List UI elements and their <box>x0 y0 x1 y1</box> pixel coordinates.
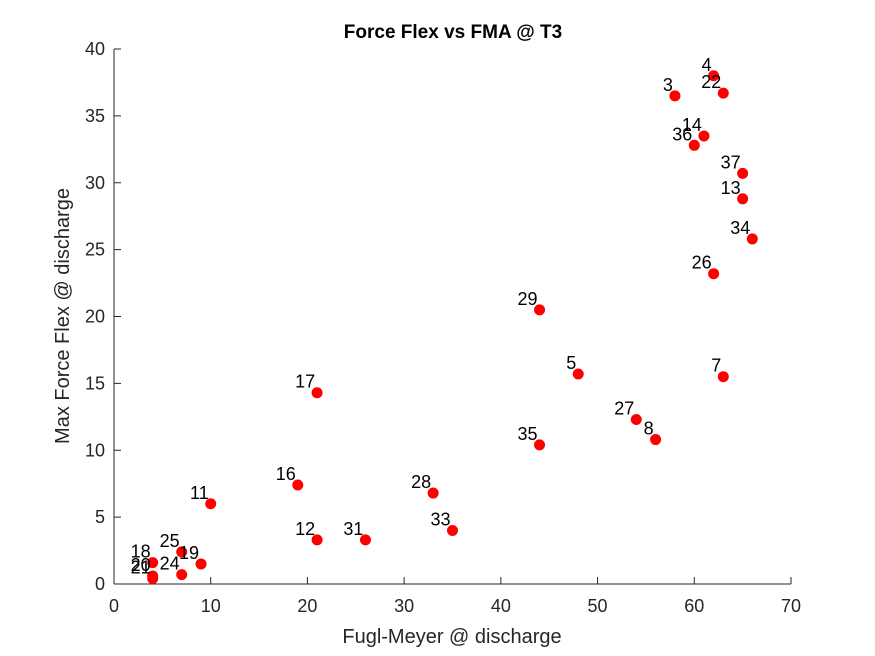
y-tick-label: 20 <box>85 307 105 327</box>
point-label: 33 <box>430 510 450 530</box>
chart-title: Force Flex vs FMA @ T3 <box>344 22 562 43</box>
y-tick-label: 35 <box>85 106 105 126</box>
data-point <box>650 434 662 446</box>
point-label: 27 <box>614 398 634 418</box>
data-point <box>147 573 159 585</box>
data-point <box>630 413 642 425</box>
point-label: 14 <box>682 115 702 135</box>
point-label: 18 <box>131 542 151 562</box>
y-tick-label: 15 <box>85 373 105 393</box>
point-label: 34 <box>730 218 750 238</box>
point-label: 12 <box>295 519 315 539</box>
point-label: 20 <box>131 555 151 575</box>
data-point <box>746 233 758 245</box>
point-label: 16 <box>276 464 296 484</box>
x-tick-label: 20 <box>297 596 317 616</box>
y-axis: 0 5 10 15 20 25 30 35 40 <box>85 39 121 594</box>
point-label: 8 <box>644 419 654 439</box>
data-point <box>205 498 217 510</box>
y-tick-label: 5 <box>95 507 105 527</box>
x-axis-label: Fugl-Meyer @ discharge <box>342 626 561 648</box>
point-label: 5 <box>566 353 576 373</box>
y-tick-label: 25 <box>85 240 105 260</box>
x-axis: 0 10 20 30 40 50 60 70 <box>109 577 801 616</box>
point-label: 31 <box>343 519 363 539</box>
y-axis-label: Max Force Flex @ discharge <box>52 188 74 444</box>
data-point <box>572 368 584 380</box>
data-point <box>698 130 710 142</box>
point-label: 29 <box>518 289 538 309</box>
x-tick-label: 60 <box>684 596 704 616</box>
point-label: 36 <box>672 124 692 144</box>
y-tick-label: 0 <box>95 574 105 594</box>
y-tick-label: 30 <box>85 173 105 193</box>
data-point <box>176 569 188 581</box>
point-label: 4 <box>702 55 712 75</box>
point-label: 19 <box>179 543 199 563</box>
data-point <box>717 371 729 383</box>
x-tick-label: 50 <box>588 596 608 616</box>
point-label: 35 <box>518 424 538 444</box>
data-point <box>292 479 304 491</box>
point-label: 13 <box>721 178 741 198</box>
point-label: 22 <box>701 72 721 92</box>
point-label: 26 <box>692 253 712 273</box>
point-label: 24 <box>160 554 180 574</box>
data-point <box>737 193 749 205</box>
data-point <box>311 534 323 546</box>
data-point <box>447 525 458 536</box>
x-tick-label: 70 <box>781 596 801 616</box>
data-point <box>147 557 159 569</box>
data-point <box>708 70 720 82</box>
x-tick-label: 10 <box>201 596 221 616</box>
point-label: 11 <box>190 483 209 503</box>
point-label: 28 <box>411 472 431 492</box>
data-point <box>688 139 700 151</box>
point-label: 25 <box>160 531 180 551</box>
data-point <box>669 90 681 102</box>
data-point <box>195 558 207 570</box>
x-tick-label: 30 <box>394 596 414 616</box>
x-tick-label: 40 <box>491 596 511 616</box>
data-point <box>427 487 439 499</box>
point-label: 3 <box>663 75 673 95</box>
plot-area <box>114 49 791 584</box>
data-point <box>534 439 546 451</box>
y-tick-label: 40 <box>85 39 105 59</box>
point-label: 21 <box>131 558 151 578</box>
point-label: 7 <box>711 356 721 376</box>
y-tick-label: 10 <box>85 440 105 460</box>
points-layer <box>147 70 758 585</box>
data-point <box>737 167 749 179</box>
x-tick-label: 0 <box>109 596 119 616</box>
data-point <box>359 534 371 546</box>
point-label: 37 <box>721 152 741 172</box>
data-point <box>708 268 720 280</box>
data-point <box>311 387 323 399</box>
data-point <box>534 304 546 316</box>
data-point <box>176 546 188 558</box>
point-label: 17 <box>295 372 315 392</box>
data-point <box>717 87 729 99</box>
